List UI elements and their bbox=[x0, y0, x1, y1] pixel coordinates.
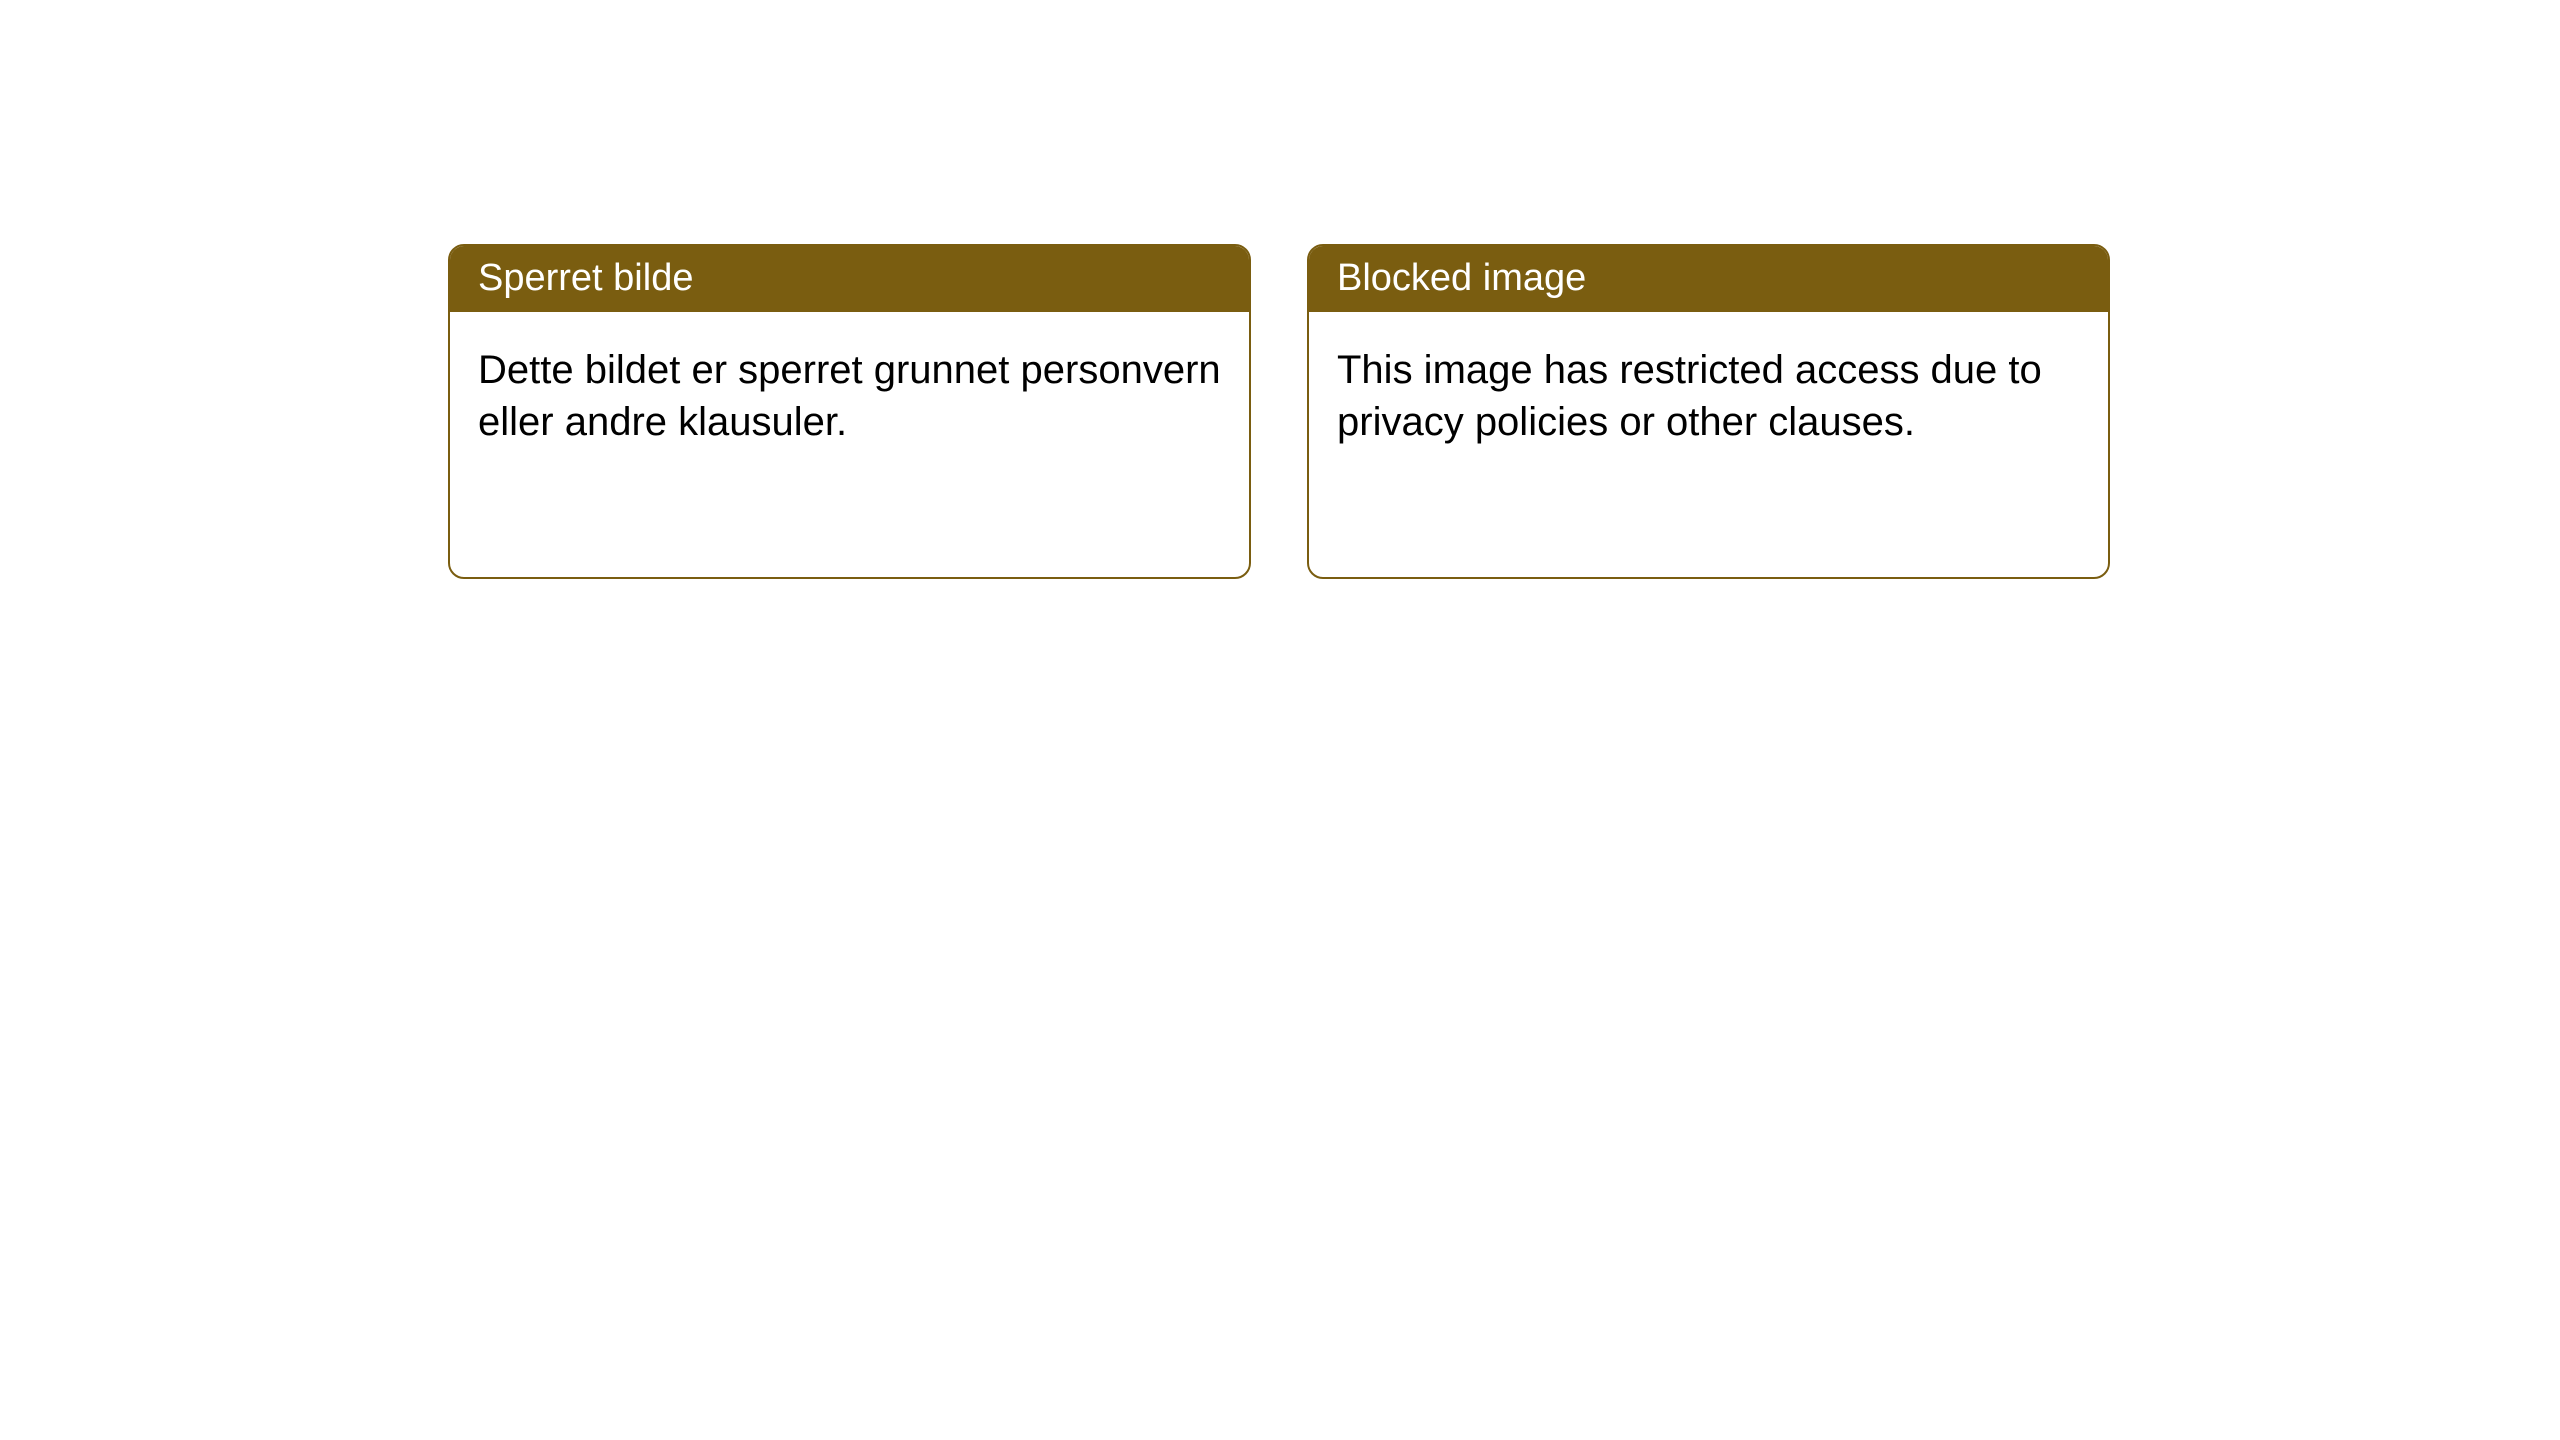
notice-body: Dette bildet er sperret grunnet personve… bbox=[450, 312, 1249, 480]
notice-title: Blocked image bbox=[1309, 246, 2108, 312]
notice-card-english: Blocked image This image has restricted … bbox=[1307, 244, 2110, 579]
notice-title: Sperret bilde bbox=[450, 246, 1249, 312]
notice-card-norwegian: Sperret bilde Dette bildet er sperret gr… bbox=[448, 244, 1251, 579]
notice-body: This image has restricted access due to … bbox=[1309, 312, 2108, 480]
notice-container: Sperret bilde Dette bildet er sperret gr… bbox=[448, 244, 2110, 579]
